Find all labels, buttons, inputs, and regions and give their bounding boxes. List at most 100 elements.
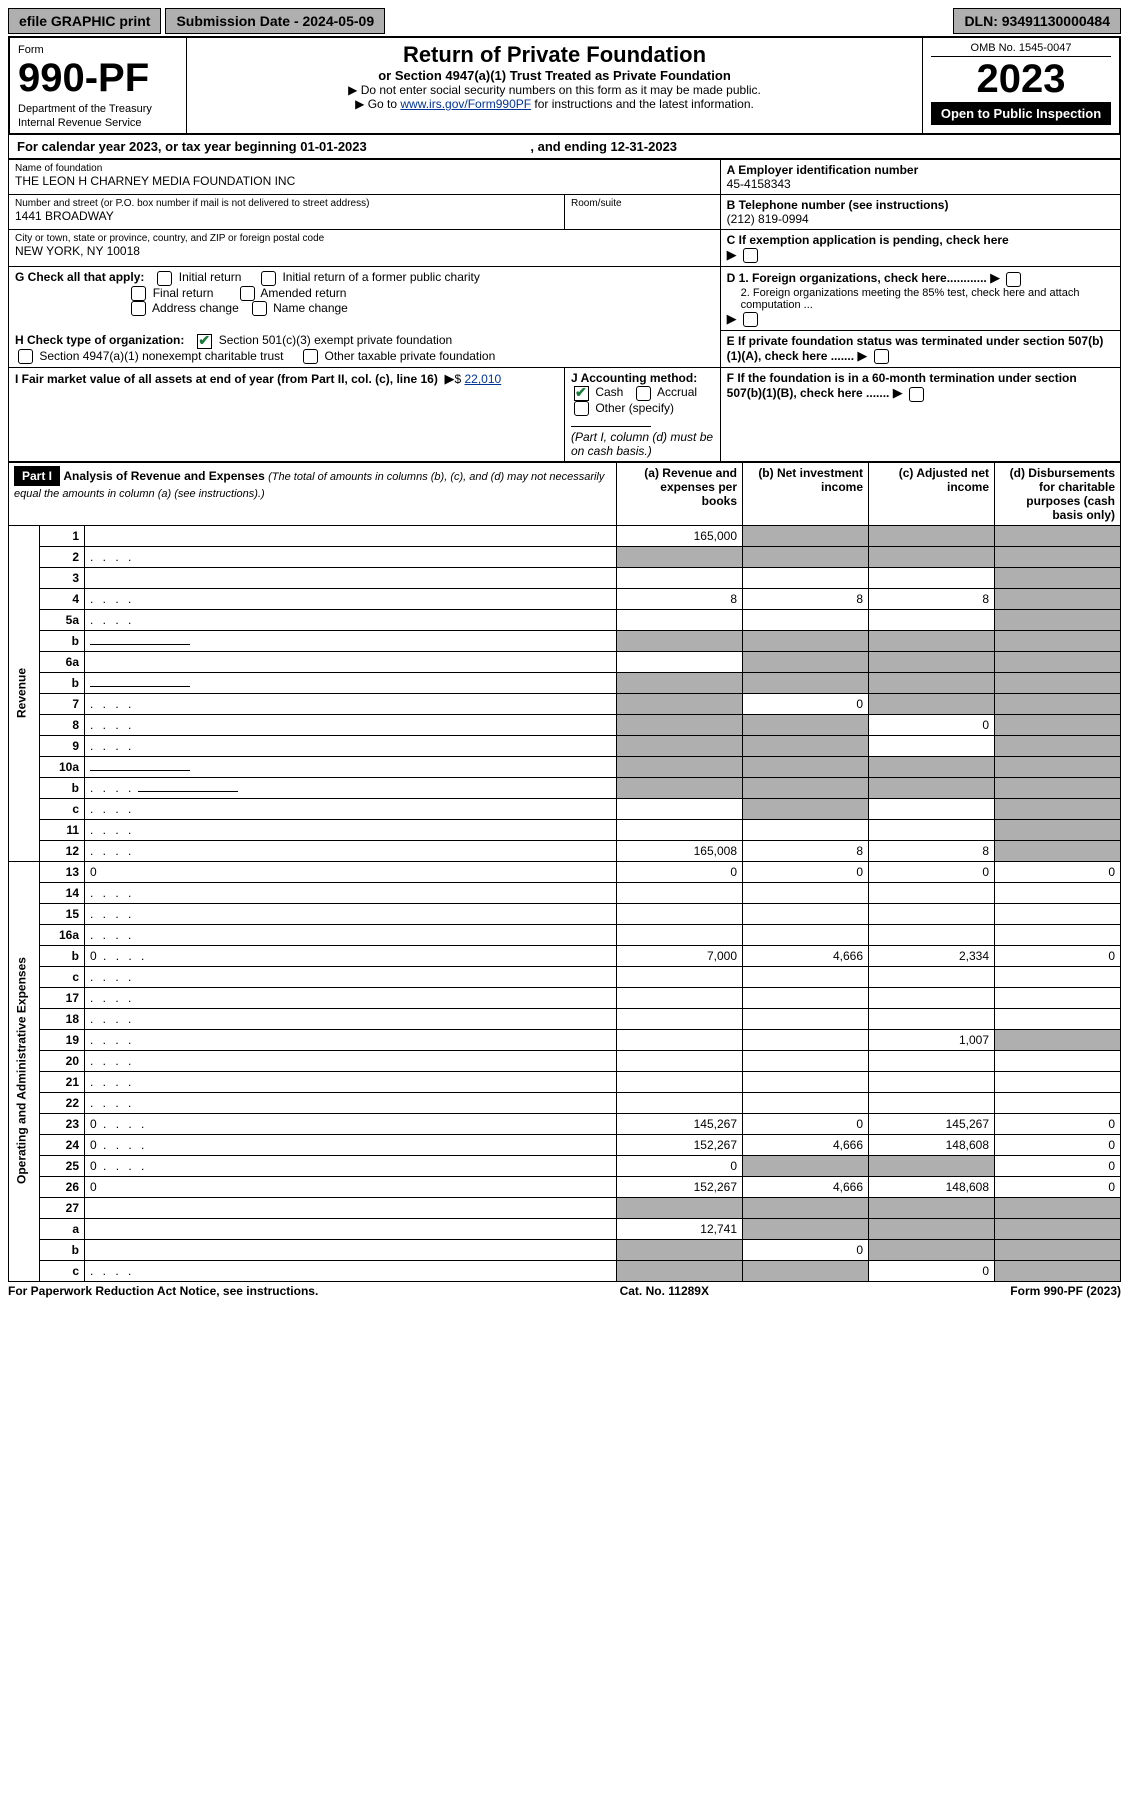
- col-c-header: (c) Adjusted net income: [869, 462, 995, 525]
- row-description: [85, 609, 617, 630]
- row-number: 6a: [40, 651, 85, 672]
- cell-c: [869, 609, 995, 630]
- i-value-link[interactable]: 22,010: [465, 372, 502, 386]
- table-row: 70: [9, 693, 1121, 714]
- j-cash-label: Cash: [595, 385, 623, 399]
- cell-c: [869, 693, 995, 714]
- row-description: [85, 588, 617, 609]
- cell-d: [995, 567, 1121, 588]
- cell-b: [743, 630, 869, 651]
- h-4947-checkbox[interactable]: [18, 349, 33, 364]
- g-amended-checkbox[interactable]: [240, 286, 255, 301]
- h-other-checkbox[interactable]: [303, 349, 318, 364]
- cell-d: [995, 546, 1121, 567]
- cell-b: [743, 819, 869, 840]
- footer-mid: Cat. No. 11289X: [620, 1284, 709, 1298]
- efile-print-btn[interactable]: efile GRAPHIC print: [8, 8, 161, 34]
- g-initial-label: Initial return: [179, 270, 242, 284]
- cell-c: [869, 1218, 995, 1239]
- table-row: 18: [9, 1008, 1121, 1029]
- cell-a: [617, 1092, 743, 1113]
- row-number: 1: [40, 525, 85, 546]
- row-number: c: [40, 798, 85, 819]
- cell-d: [995, 1050, 1121, 1071]
- cell-c: 0: [869, 861, 995, 882]
- g-final-checkbox[interactable]: [131, 286, 146, 301]
- part1-title: Analysis of Revenue and Expenses: [63, 469, 264, 483]
- g-initial-checkbox[interactable]: [157, 271, 172, 286]
- d1-checkbox[interactable]: [1006, 272, 1021, 287]
- cell-a: [617, 651, 743, 672]
- cell-c: 145,267: [869, 1113, 995, 1134]
- expenses-section-label: Operating and Administrative Expenses: [9, 861, 40, 1281]
- cell-a: [617, 672, 743, 693]
- row-number: 21: [40, 1071, 85, 1092]
- h-501c3-label: Section 501(c)(3) exempt private foundat…: [219, 333, 452, 347]
- g-initial-former-checkbox[interactable]: [261, 271, 276, 286]
- table-row: 191,007: [9, 1029, 1121, 1050]
- cal-begin: 01-01-2023: [300, 139, 367, 154]
- cell-b: 4,666: [743, 945, 869, 966]
- row-number: 13: [40, 861, 85, 882]
- cell-b: [743, 735, 869, 756]
- cell-c: [869, 1092, 995, 1113]
- cell-a: 7,000: [617, 945, 743, 966]
- j-accrual-label: Accrual: [657, 385, 697, 399]
- cell-c: 0: [869, 714, 995, 735]
- cell-d: [995, 1239, 1121, 1260]
- cell-d: [995, 1260, 1121, 1281]
- cell-b: [743, 525, 869, 546]
- cell-c: [869, 777, 995, 798]
- table-row: b: [9, 672, 1121, 693]
- e-checkbox[interactable]: [874, 349, 889, 364]
- g-name-checkbox[interactable]: [252, 301, 267, 316]
- h-501c3-checkbox[interactable]: [197, 334, 212, 349]
- instruction-2: ▶ Go to www.irs.gov/Form990PF for instru…: [195, 97, 914, 111]
- row-number: c: [40, 1260, 85, 1281]
- cell-b: [743, 672, 869, 693]
- j-cash-checkbox[interactable]: [574, 386, 589, 401]
- cell-c: [869, 735, 995, 756]
- j-other-label: Other (specify): [595, 401, 674, 415]
- room-label: Room/suite: [571, 198, 714, 209]
- cell-d: [995, 840, 1121, 861]
- cell-c: [869, 987, 995, 1008]
- cell-b: [743, 1008, 869, 1029]
- row-description: [85, 1008, 617, 1029]
- cell-c: [869, 756, 995, 777]
- submission-date: Submission Date - 2024-05-09: [165, 8, 385, 34]
- table-row: 17: [9, 987, 1121, 1008]
- g-address-checkbox[interactable]: [131, 301, 146, 316]
- cell-a: [617, 714, 743, 735]
- irs-link[interactable]: www.irs.gov/Form990PF: [400, 97, 531, 111]
- row-description: 0: [85, 861, 617, 882]
- cell-a: [617, 924, 743, 945]
- j-other-checkbox[interactable]: [574, 401, 589, 416]
- row-number: 9: [40, 735, 85, 756]
- table-row: 6a: [9, 651, 1121, 672]
- row-number: 12: [40, 840, 85, 861]
- cell-c: [869, 1008, 995, 1029]
- cell-b: [743, 714, 869, 735]
- cell-a: [617, 903, 743, 924]
- row-number: 19: [40, 1029, 85, 1050]
- f-checkbox[interactable]: [909, 387, 924, 402]
- cell-d: [995, 924, 1121, 945]
- inst2-post: for instructions and the latest informat…: [531, 97, 754, 111]
- cell-c: [869, 672, 995, 693]
- ein-value: 45-4158343: [727, 177, 1114, 191]
- row-description: [85, 1050, 617, 1071]
- j-accrual-checkbox[interactable]: [636, 386, 651, 401]
- cell-c: [869, 966, 995, 987]
- cell-b: 4,666: [743, 1176, 869, 1197]
- cell-c: [869, 1050, 995, 1071]
- row-number: 15: [40, 903, 85, 924]
- cell-a: 165,008: [617, 840, 743, 861]
- row-description: [85, 546, 617, 567]
- d2-checkbox[interactable]: [743, 312, 758, 327]
- cell-b: [743, 756, 869, 777]
- e-label: E If private foundation status was termi…: [727, 334, 1104, 363]
- row-description: [85, 924, 617, 945]
- foundation-name: THE LEON H CHARNEY MEDIA FOUNDATION INC: [15, 174, 714, 188]
- c-checkbox[interactable]: [743, 248, 758, 263]
